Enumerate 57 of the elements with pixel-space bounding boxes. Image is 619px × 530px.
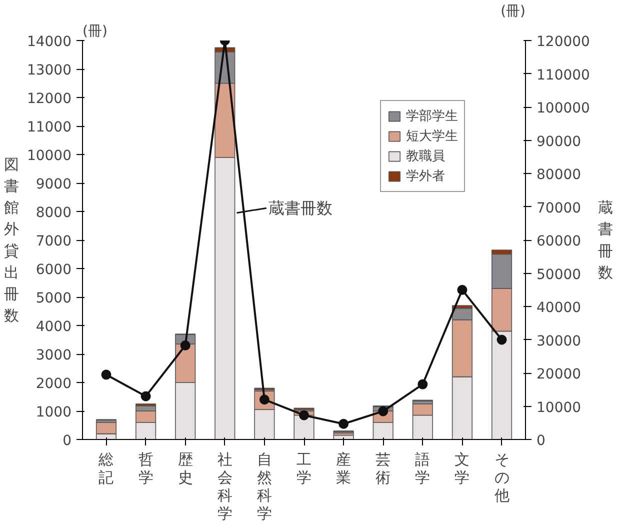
y2-tick-label: 90000 — [536, 134, 582, 150]
y-tick-label: 0 — [62, 433, 72, 449]
y-tick-label: 6000 — [36, 262, 72, 278]
legend-label: 教職員 — [406, 148, 445, 165]
x-tick-label: 文学 — [454, 450, 470, 486]
x-tick-label: 産業 — [336, 450, 352, 486]
text: (冊) — [82, 24, 108, 40]
y-tick-label: 7000 — [36, 234, 72, 250]
legend-label: 蔵書冊数 — [268, 198, 332, 218]
y-tick-label: 2000 — [36, 376, 72, 392]
y2-tick-label: 30000 — [536, 333, 582, 350]
point — [140, 391, 151, 402]
y-tick-label: 13000 — [26, 62, 72, 78]
point — [496, 334, 507, 345]
y-tick-label: 8000 — [36, 205, 72, 221]
text: (冊) — [500, 4, 526, 20]
y2-tick-label: 100000 — [536, 100, 590, 116]
x-tick-label: 歴史 — [178, 450, 193, 486]
x-tick-label: 自然科学 — [256, 450, 272, 522]
point — [457, 284, 468, 295]
x-tick-label: 語学 — [415, 450, 430, 486]
y2-tick-label: 110000 — [536, 67, 590, 84]
y2-tick-label: 10000 — [536, 400, 582, 416]
point — [378, 406, 388, 416]
y2-tick-label: 70000 — [536, 200, 582, 216]
point — [338, 418, 349, 429]
point — [180, 340, 190, 350]
point — [101, 370, 112, 380]
y2-tick-label: 50000 — [536, 266, 582, 283]
x-tick-label: 哲学 — [138, 450, 154, 486]
y-tick-label: 1000 — [36, 404, 72, 420]
point — [418, 379, 428, 390]
legend-label: 短大学生 — [406, 128, 458, 145]
x-tick-label: 工学 — [296, 450, 312, 486]
point — [299, 410, 309, 420]
y2-tick-label: 60000 — [536, 234, 582, 250]
y2-tick-label: 0 — [536, 433, 546, 449]
y-tick-label: 5000 — [36, 290, 72, 306]
x-tick-label: その他 — [494, 450, 510, 504]
legend-label: 学外者 — [406, 168, 445, 185]
y2-tick-label: 40000 — [536, 300, 582, 316]
y-tick-label: 11000 — [26, 120, 72, 136]
legend-label: 学部学生 — [406, 108, 458, 125]
y-tick-label: 12000 — [26, 91, 72, 107]
y2-tick-label: 80000 — [536, 167, 582, 183]
x-tick-label: 総記 — [98, 450, 114, 486]
x-tick-label: 芸術 — [376, 450, 391, 486]
y-tick-label: 4000 — [36, 319, 72, 335]
y-axis-title: 図書館外貸出冊数 — [4, 155, 19, 325]
y2-axis-title: 蔵書冊数 — [598, 198, 613, 282]
y-tick-label: 9000 — [36, 176, 72, 192]
y2-tick-label: 20000 — [536, 366, 582, 382]
x-tick-label: 社会科学 — [217, 450, 232, 522]
y-tick-label: 14000 — [26, 34, 72, 50]
y-tick-label: 10000 — [26, 148, 72, 164]
y-tick-label: 3000 — [36, 348, 72, 364]
y2-tick-label: 120000 — [536, 34, 590, 50]
